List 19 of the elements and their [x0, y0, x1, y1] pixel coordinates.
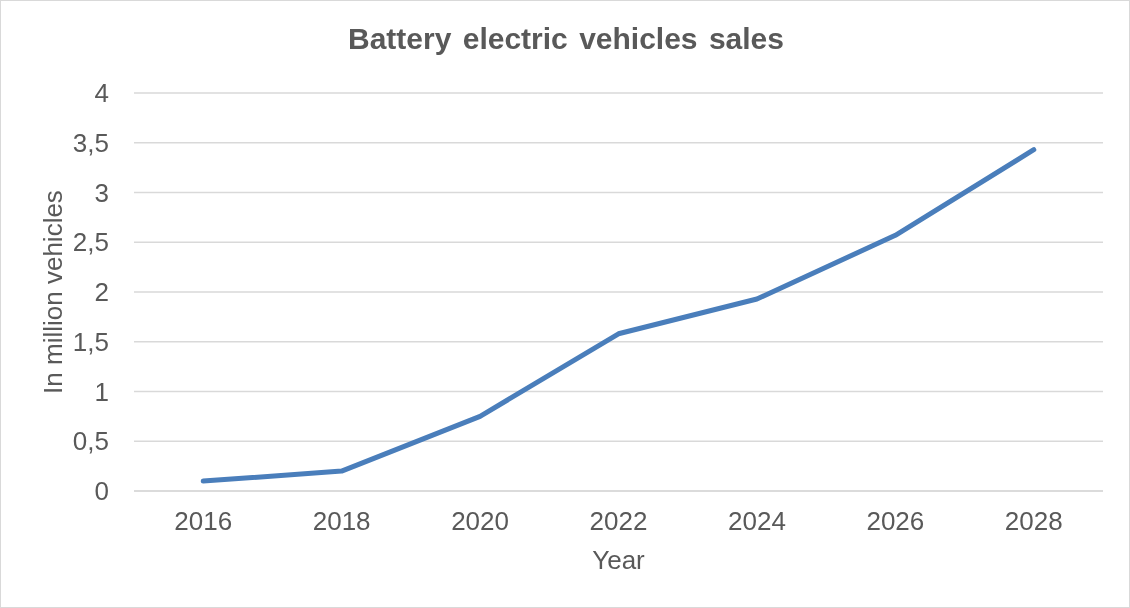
x-tick-label: 2020 [451, 506, 509, 537]
x-tick-label: 2016 [174, 506, 233, 537]
x-tick-label: 2028 [1004, 506, 1063, 537]
y-tick-label: 0 [94, 476, 109, 507]
y-tick-label: 0,5 [72, 426, 109, 457]
chart-title: Battery electric vehicles sales [348, 22, 784, 55]
x-tick-label: 2018 [312, 506, 371, 537]
y-tick-label: 1 [94, 376, 109, 407]
y-tick-label: 1,5 [72, 326, 109, 357]
x-tick-label: 2024 [728, 506, 786, 537]
x-tick-label: 2026 [866, 506, 925, 537]
x-tick-label: 2022 [589, 506, 648, 537]
y-axis-title: In million vehicles [37, 190, 68, 394]
y-tick-label: 2,5 [72, 227, 109, 258]
y-tick-label: 4 [94, 78, 109, 109]
y-tick-label: 3,5 [72, 127, 109, 158]
y-tick-label: 3 [94, 177, 109, 208]
x-axis-title: Year [592, 545, 645, 575]
y-tick-label: 2 [94, 277, 109, 308]
